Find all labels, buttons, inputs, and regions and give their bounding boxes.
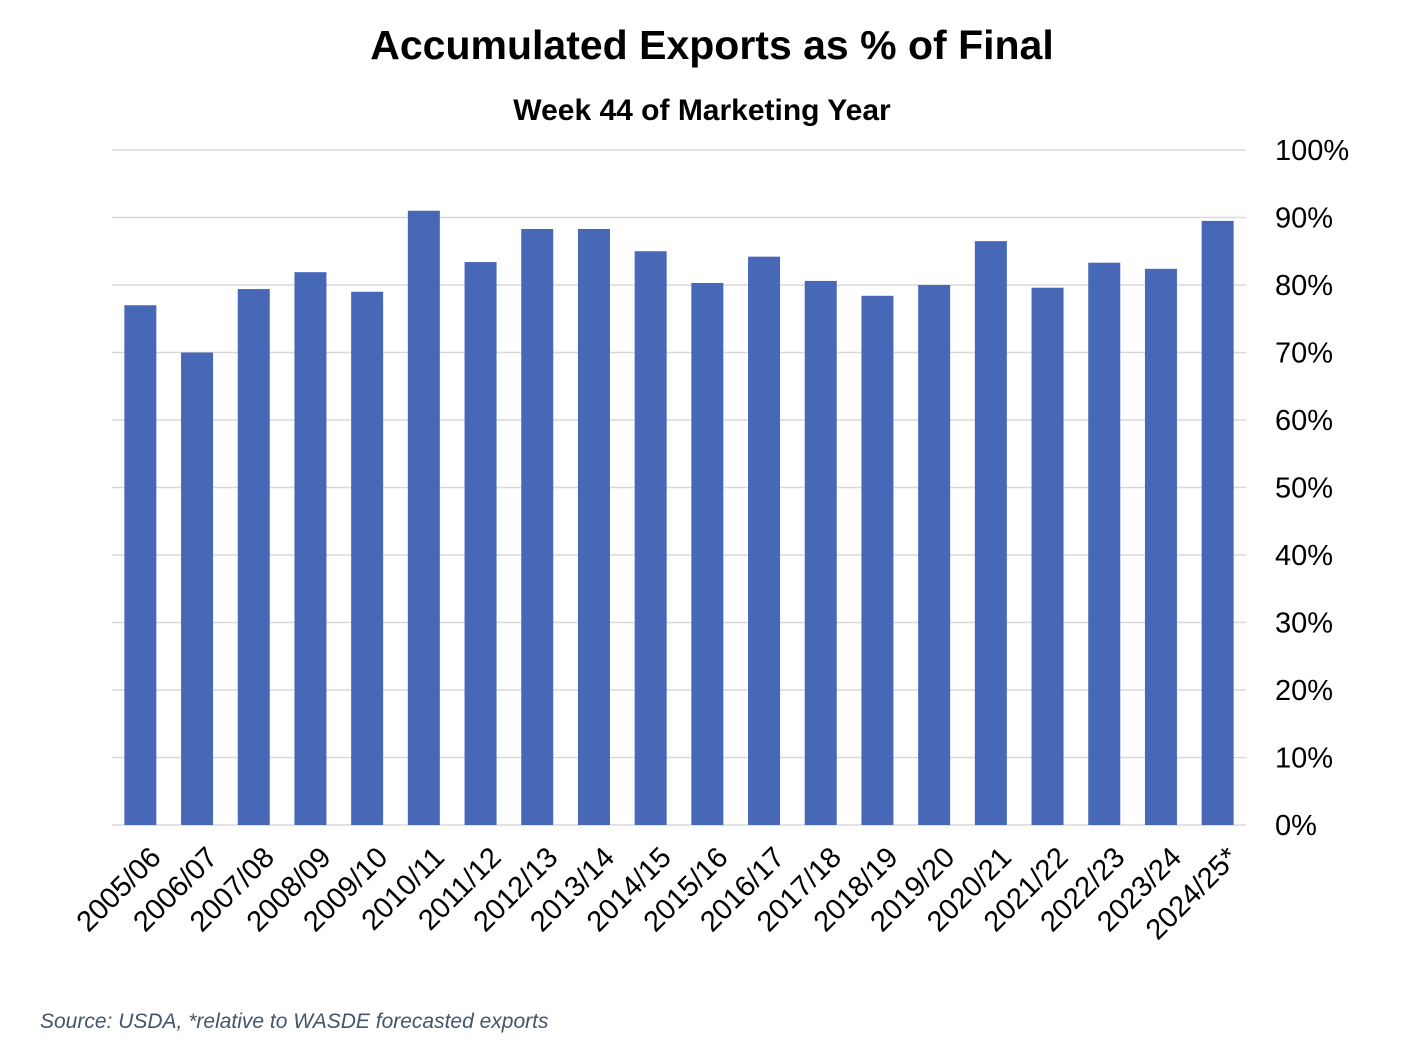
bar [407, 210, 440, 825]
bar [464, 262, 497, 825]
bar [1144, 268, 1177, 825]
y-tick-label: 40% [1275, 540, 1333, 572]
y-axis-ticks: 0% 10% 20% 30% 40% 50% 60% 70% 80% 90% 100% [1275, 135, 1349, 842]
y-tick-label: 0% [1275, 810, 1317, 842]
y-tick-label: 100% [1275, 135, 1349, 167]
bar [861, 295, 894, 825]
bar [181, 352, 214, 825]
y-tick-label: 60% [1275, 405, 1333, 437]
bar [124, 305, 157, 825]
x-axis-ticks: 2005/062006/072007/082008/092009/102010/… [71, 841, 1245, 946]
chart-title: Accumulated Exports as % of Final [370, 22, 1054, 68]
chart-subtitle: Week 44 of Marketing Year [513, 94, 891, 127]
bar [294, 272, 327, 825]
bar [748, 256, 781, 825]
y-tick-label: 80% [1275, 270, 1333, 302]
gridlines [112, 149, 1246, 826]
bar [634, 251, 667, 825]
y-tick-label: 30% [1275, 608, 1333, 640]
bar [918, 285, 951, 825]
bar [974, 241, 1007, 825]
y-tick-label: 90% [1275, 203, 1333, 235]
bar [1088, 262, 1121, 826]
bar [1031, 287, 1064, 825]
source-note: Source: USDA, *relative to WASDE forecas… [40, 1010, 549, 1033]
bar [691, 282, 724, 826]
bar [351, 291, 384, 825]
y-tick-label: 10% [1275, 743, 1333, 775]
y-tick-label: 20% [1275, 675, 1333, 707]
bars [124, 210, 1234, 826]
bar [577, 228, 610, 826]
bar [521, 228, 554, 826]
y-tick-label: 50% [1275, 473, 1333, 505]
bar [237, 289, 270, 825]
y-tick-label: 70% [1275, 338, 1333, 370]
bar [1201, 220, 1234, 825]
bar [804, 280, 837, 825]
